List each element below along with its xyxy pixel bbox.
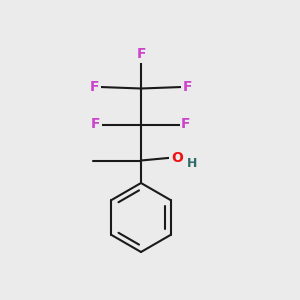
Text: F: F — [181, 118, 191, 131]
Text: F: F — [90, 80, 99, 94]
Text: F: F — [183, 80, 192, 94]
Text: F: F — [136, 47, 146, 61]
Text: F: F — [91, 118, 101, 131]
Text: O: O — [171, 152, 183, 165]
Text: H: H — [187, 157, 197, 170]
